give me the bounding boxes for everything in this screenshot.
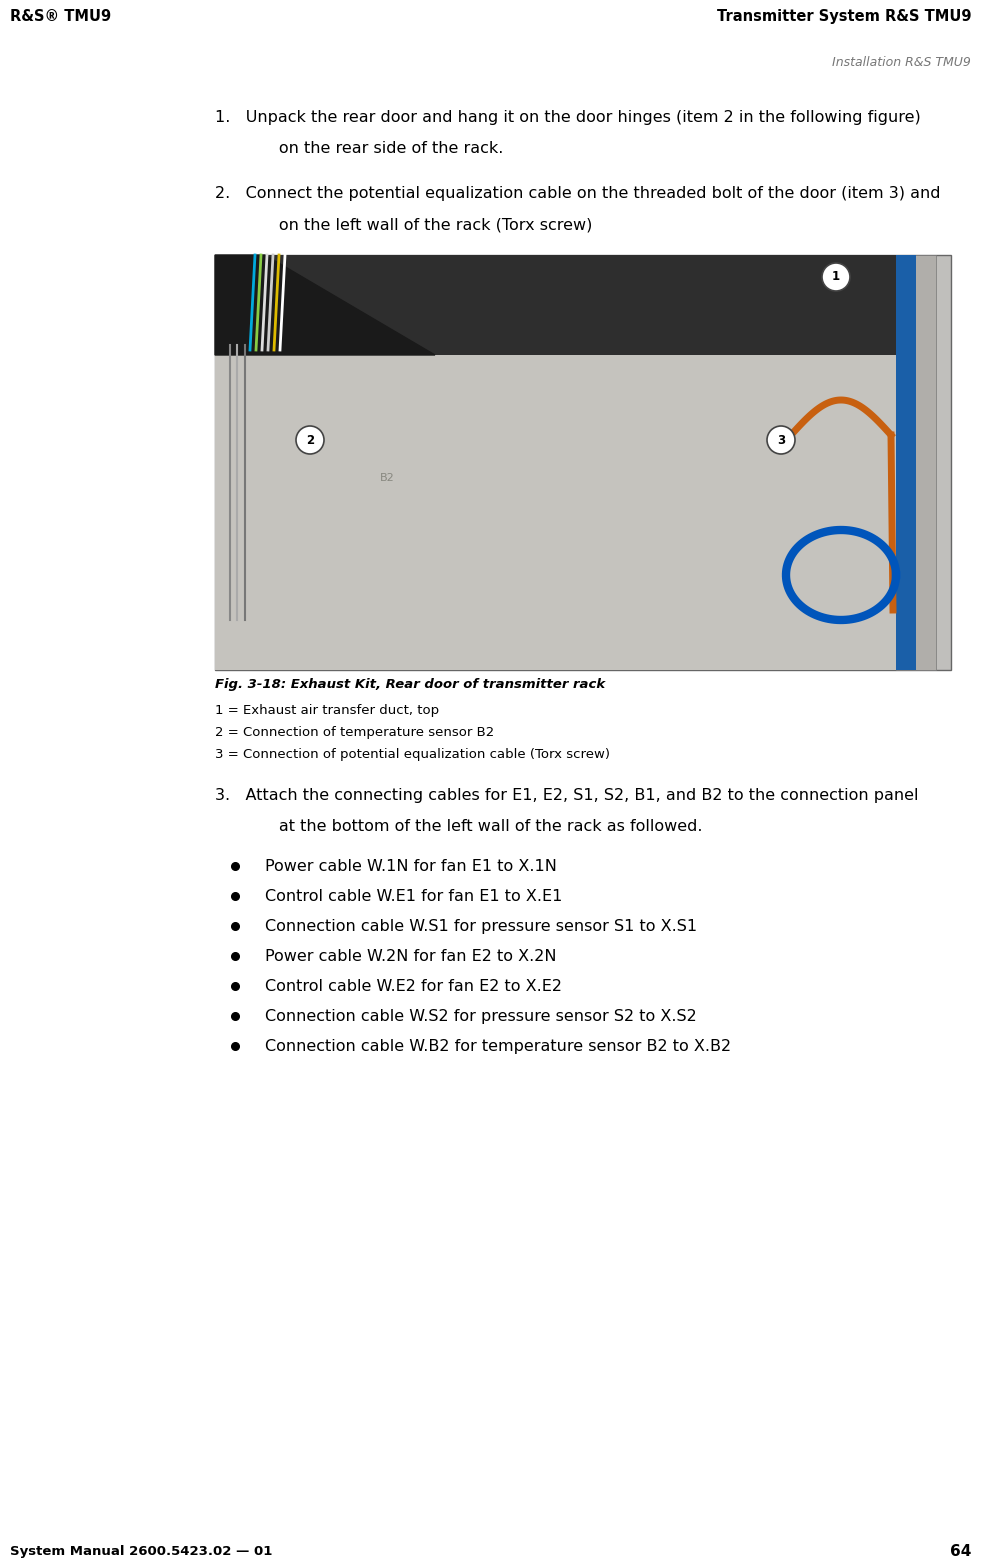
- Text: Connection cable W.S1 for pressure sensor S1 to X.S1: Connection cable W.S1 for pressure senso…: [265, 919, 697, 934]
- Bar: [896, 255, 936, 670]
- Text: Power cable W.2N for fan E2 to X.2N: Power cable W.2N for fan E2 to X.2N: [265, 948, 556, 964]
- Text: 3: 3: [777, 434, 785, 446]
- Bar: [215, 355, 896, 670]
- Text: 3.   Attach the connecting cables for E1, E2, S1, S2, B1, and B2 to the connecti: 3. Attach the connecting cables for E1, …: [215, 789, 918, 803]
- Bar: [896, 255, 916, 670]
- Text: Connection cable W.S2 for pressure sensor S2 to X.S2: Connection cable W.S2 for pressure senso…: [265, 1009, 697, 1024]
- Text: Transmitter System R&S TMU9: Transmitter System R&S TMU9: [717, 9, 971, 23]
- Circle shape: [767, 426, 795, 454]
- Text: Control cable W.E1 for fan E1 to X.E1: Control cable W.E1 for fan E1 to X.E1: [265, 889, 562, 905]
- Text: Power cable W.1N for fan E1 to X.1N: Power cable W.1N for fan E1 to X.1N: [265, 859, 557, 873]
- Bar: [215, 255, 901, 355]
- Text: 3 = Connection of potential equalization cable (Torx screw): 3 = Connection of potential equalization…: [215, 748, 610, 761]
- Text: Connection cable W.B2 for temperature sensor B2 to X.B2: Connection cable W.B2 for temperature se…: [265, 1039, 731, 1053]
- Text: System Manual 2600.5423.02 — 01: System Manual 2600.5423.02 — 01: [10, 1545, 272, 1559]
- Text: 64: 64: [950, 1545, 971, 1559]
- Bar: [215, 255, 951, 670]
- Circle shape: [822, 263, 850, 291]
- Text: Fig. 3-18: Exhaust Kit, Rear door of transmitter rack: Fig. 3-18: Exhaust Kit, Rear door of tra…: [215, 678, 605, 692]
- Text: 1 = Exhaust air transfer duct, top: 1 = Exhaust air transfer duct, top: [215, 704, 439, 717]
- Text: 2 = Connection of temperature sensor B2: 2 = Connection of temperature sensor B2: [215, 726, 494, 739]
- Text: 1: 1: [832, 271, 840, 283]
- Text: Installation R&S TMU9: Installation R&S TMU9: [832, 56, 971, 69]
- Polygon shape: [215, 255, 435, 355]
- Text: Control cable W.E2 for fan E2 to X.E2: Control cable W.E2 for fan E2 to X.E2: [265, 980, 562, 994]
- Text: B2: B2: [380, 473, 394, 484]
- Text: at the bottom of the left wall of the rack as followed.: at the bottom of the left wall of the ra…: [243, 818, 702, 834]
- Text: 1.   Unpack the rear door and hang it on the door hinges (item 2 in the followin: 1. Unpack the rear door and hang it on t…: [215, 110, 921, 125]
- Text: 2: 2: [306, 434, 314, 446]
- Text: 2.   Connect the potential equalization cable on the threaded bolt of the door (: 2. Connect the potential equalization ca…: [215, 186, 941, 200]
- Text: on the rear side of the rack.: on the rear side of the rack.: [243, 141, 503, 156]
- Text: on the left wall of the rack (Torx screw): on the left wall of the rack (Torx screw…: [243, 218, 593, 232]
- Circle shape: [296, 426, 324, 454]
- Text: R&S® TMU9: R&S® TMU9: [10, 9, 111, 23]
